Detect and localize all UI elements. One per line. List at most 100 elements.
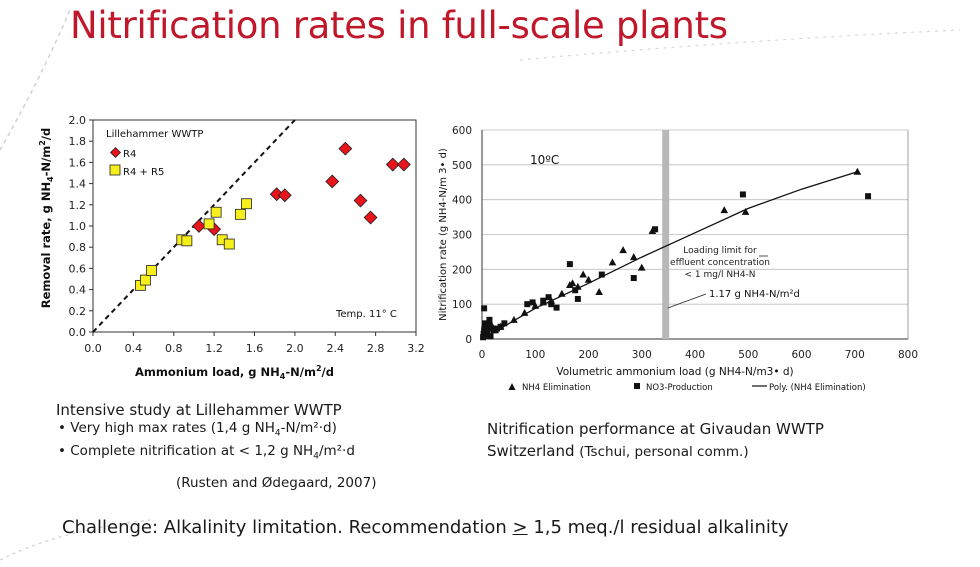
y-axis-label: Nitrification rate (g NH4-N/m 3• d) [438, 148, 449, 321]
y-tick-label: 1.2 [69, 199, 87, 212]
data-point-nh4 [510, 315, 518, 323]
legend-label-nh4: NH4 Elimination [522, 383, 590, 393]
y-tick-label: 0.2 [69, 305, 87, 318]
data-point-no3 [652, 226, 659, 233]
data-point-no3 [548, 301, 555, 308]
x-tick-label: 0.0 [84, 342, 102, 355]
y-tick-label: 200 [452, 264, 472, 276]
x-tick-label: 0.8 [165, 342, 183, 355]
data-point-no3 [480, 334, 487, 341]
right-caption-line-1: Nitrification performance at Givaudan WW… [487, 420, 824, 438]
limit-annotation-line: Loading limit for [683, 246, 757, 256]
legend-marker-r4 [109, 146, 122, 159]
data-point-r4r5 [210, 206, 222, 218]
y-tick-label: 0.8 [69, 241, 87, 254]
y-tick-label: 100 [452, 299, 472, 311]
lillehammer-chart: 0.0 0.4 0.8 1.2 1.6 2.0 2.4 2.8 3.2 0.0 0.2 0.4 0.6 0… [38, 114, 425, 381]
x-tick-label: 0 [479, 349, 486, 361]
data-point-no3 [566, 261, 573, 268]
data-point-nh4 [558, 289, 566, 297]
data-point-nh4 [720, 206, 729, 214]
data-point-no3 [524, 301, 531, 308]
caption-bullet-2: • Complete nitrification at < 1,2 g NH4/… [58, 442, 355, 462]
rate-annotation-pointer [667, 293, 707, 309]
data-point-nh4 [579, 270, 587, 278]
right-caption: Nitrification performance at Givaudan WW… [487, 418, 927, 463]
data-point-nh4 [547, 296, 556, 304]
data-point-r4 [363, 210, 378, 225]
x-axis-label: Ammonium load, g NH4-N/m2/d [135, 364, 334, 381]
y-tick-label: 0.0 [69, 326, 87, 339]
x-tick-label: 400 [685, 349, 705, 361]
data-point-no3 [501, 320, 508, 327]
data-point-nh4 [853, 167, 862, 175]
data-point-no3 [484, 329, 491, 336]
data-point-r4r5 [223, 238, 235, 250]
data-point-nh4 [619, 246, 627, 254]
data-point-r4 [277, 188, 292, 203]
data-point-no3 [482, 320, 489, 327]
x-tick-label: 800 [898, 349, 918, 361]
y-tick-label: 0 [465, 334, 472, 346]
data-point-r4r5 [234, 208, 246, 220]
data-point-nh4 [568, 279, 577, 287]
data-point-nh4 [608, 258, 617, 266]
data-point-no3 [630, 275, 637, 282]
legend-marker-no3 [634, 383, 640, 389]
data-point-no3 [574, 295, 581, 302]
data-point-nh4 [741, 207, 750, 215]
data-point-r4r5 [146, 265, 157, 276]
y-tick-label: 0.4 [69, 284, 87, 297]
data-point-nh4 [584, 275, 593, 283]
data-point-no3 [529, 299, 536, 306]
y-tick-label: 400 [452, 195, 472, 207]
x-tick-label: 2.0 [286, 342, 304, 355]
data-point-r4r5 [241, 198, 252, 210]
y-tick-label: 1.4 [69, 178, 87, 191]
data-point-nh4 [482, 331, 491, 339]
data-point-no3 [598, 271, 605, 278]
x-tick-label: 2.4 [327, 342, 345, 355]
data-point-no3 [493, 325, 500, 332]
poly-fit-line [481, 171, 858, 340]
temperature-annotation: Temp. 11° C [335, 309, 397, 320]
data-point-nh4 [487, 321, 496, 329]
x-tick-label: 0.4 [125, 342, 143, 355]
x-tick-label: 700 [845, 349, 865, 361]
legend-marker-r4r5 [109, 164, 121, 176]
y-tick-label: 2.0 [69, 114, 87, 127]
data-point-r4 [269, 187, 284, 202]
loading-limit-bar [662, 130, 670, 339]
page-title: Nitrification rates in full-scale plants [70, 4, 728, 47]
right-caption-line-2: Switzerland (Tschui, personal comm.) [487, 442, 749, 460]
data-point-r4 [385, 157, 400, 172]
data-point-r4 [396, 157, 411, 172]
legend-label-no3: NO3-Production [646, 383, 713, 393]
data-point-nh4 [595, 287, 603, 295]
data-point-no3 [553, 304, 560, 311]
x-tick-label: 1.2 [205, 342, 223, 355]
legend-marker-nh4 [508, 383, 516, 390]
x-tick-label: 2.8 [367, 342, 385, 355]
rate-annotation: 1.17 g NH4-N/m²d [709, 289, 800, 300]
plot-label: Lillehammer WWTP [106, 129, 203, 140]
y-tick-label: 600 [452, 125, 472, 137]
y-tick-label: 0.6 [69, 262, 87, 275]
data-point-no3 [481, 323, 488, 330]
data-point-nh4 [637, 263, 646, 271]
data-point-no3 [481, 305, 488, 312]
data-point-r4 [192, 219, 206, 233]
data-point-no3 [545, 294, 552, 301]
x-tick-label: 1.6 [246, 342, 264, 355]
legend-label-poly: Poly. (NH4 Elimination) [769, 383, 866, 393]
data-point-r4r5 [203, 218, 215, 230]
data-point-nh4 [648, 227, 657, 235]
data-point-nh4 [539, 298, 548, 306]
y-tick-label: 500 [452, 160, 472, 172]
data-point-nh4 [491, 326, 500, 334]
challenge-text: Challenge: Alkalinity limitation. Recomm… [62, 517, 789, 538]
y-tick-label: 300 [452, 230, 472, 242]
data-point-nh4 [629, 253, 638, 261]
data-point-nh4 [520, 308, 529, 316]
citation: (Rusten and Ødegaard, 2007) [176, 475, 377, 492]
